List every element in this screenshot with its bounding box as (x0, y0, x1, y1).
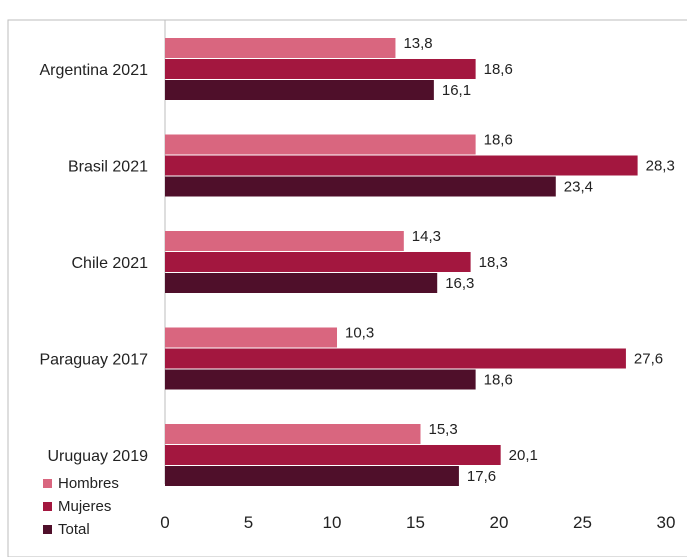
x-tick-label-0: 0 (160, 513, 169, 532)
legend-swatch-total (43, 525, 52, 534)
legend: Hombres Mujeres Total (43, 475, 119, 538)
data-label-hombres-uruguay-2019: 15,3 (429, 421, 458, 438)
legend-label-hombres: Hombres (58, 475, 119, 492)
x-tick-label-5: 5 (244, 513, 253, 532)
data-label-mujeres-paraguay-2017: 27,6 (634, 351, 663, 368)
x-tick-label-30: 30 (657, 513, 676, 532)
bar-hombres-argentina-2021 (165, 38, 396, 58)
data-label-hombres-argentina-2021: 13,8 (403, 35, 432, 52)
bar-mujeres-uruguay-2019 (165, 445, 501, 465)
data-label-mujeres-brasil-2021: 28,3 (646, 158, 675, 175)
data-label-total-argentina-2021: 16,1 (442, 82, 471, 99)
bar-hombres-brasil-2021 (165, 134, 476, 155)
category-label-argentina-2021: Argentina 2021 (39, 62, 148, 79)
bar-hombres-chile-2021 (165, 231, 404, 251)
data-label-mujeres-chile-2021: 18,3 (479, 254, 508, 271)
bar-total-chile-2021 (165, 273, 438, 293)
category-label-brasil-2021: Brasil 2021 (68, 159, 148, 176)
category-label-chile-2021: Chile 2021 (72, 255, 149, 272)
bar-mujeres-paraguay-2017 (165, 348, 626, 369)
bar-hombres-paraguay-2017 (165, 327, 338, 348)
legend-label-total: Total (58, 521, 90, 538)
data-label-total-brasil-2021: 23,4 (564, 179, 593, 196)
x-tick-label-20: 20 (490, 513, 509, 532)
bar-total-paraguay-2017 (165, 369, 476, 390)
bar-total-uruguay-2019 (165, 466, 459, 486)
x-tick-label-15: 15 (406, 513, 425, 532)
legend-swatch-hombres (43, 479, 52, 488)
data-label-total-uruguay-2019: 17,6 (467, 468, 496, 485)
bar-series-group (165, 38, 638, 486)
x-tick-label-25: 25 (573, 513, 592, 532)
data-label-total-paraguay-2017: 18,6 (484, 372, 513, 389)
data-label-hombres-chile-2021: 14,3 (412, 228, 441, 245)
bar-mujeres-chile-2021 (165, 252, 471, 272)
bar-hombres-uruguay-2019 (165, 424, 421, 444)
data-label-hombres-brasil-2021: 18,6 (484, 132, 513, 149)
data-label-mujeres-argentina-2021: 18,6 (484, 61, 513, 78)
bar-total-brasil-2021 (165, 176, 556, 197)
category-labels-group: Argentina 2021 Brasil 2021 Chile 2021 Parag… (39, 62, 148, 465)
data-labels-group: 13,8 18,6 16,1 18,6 28,3 23,4 14,3 18,3 16,3 10,3… (345, 35, 675, 485)
data-label-hombres-paraguay-2017: 10,3 (345, 325, 374, 342)
data-label-total-chile-2021: 16,3 (445, 275, 474, 292)
x-tick-labels-group: 0 5 10 15 20 25 30 (160, 513, 675, 532)
legend-label-mujeres: Mujeres (58, 498, 111, 515)
bar-total-argentina-2021 (165, 80, 434, 100)
plot-area-border (7, 19, 687, 557)
bar-mujeres-argentina-2021 (165, 59, 476, 79)
category-label-uruguay-2019: Uruguay 2019 (47, 448, 148, 465)
legend-swatch-mujeres (43, 502, 52, 511)
data-label-mujeres-uruguay-2019: 20,1 (509, 447, 538, 464)
category-label-paraguay-2017: Paraguay 2017 (39, 352, 148, 369)
bar-mujeres-brasil-2021 (165, 155, 638, 176)
x-tick-label-10: 10 (323, 513, 342, 532)
